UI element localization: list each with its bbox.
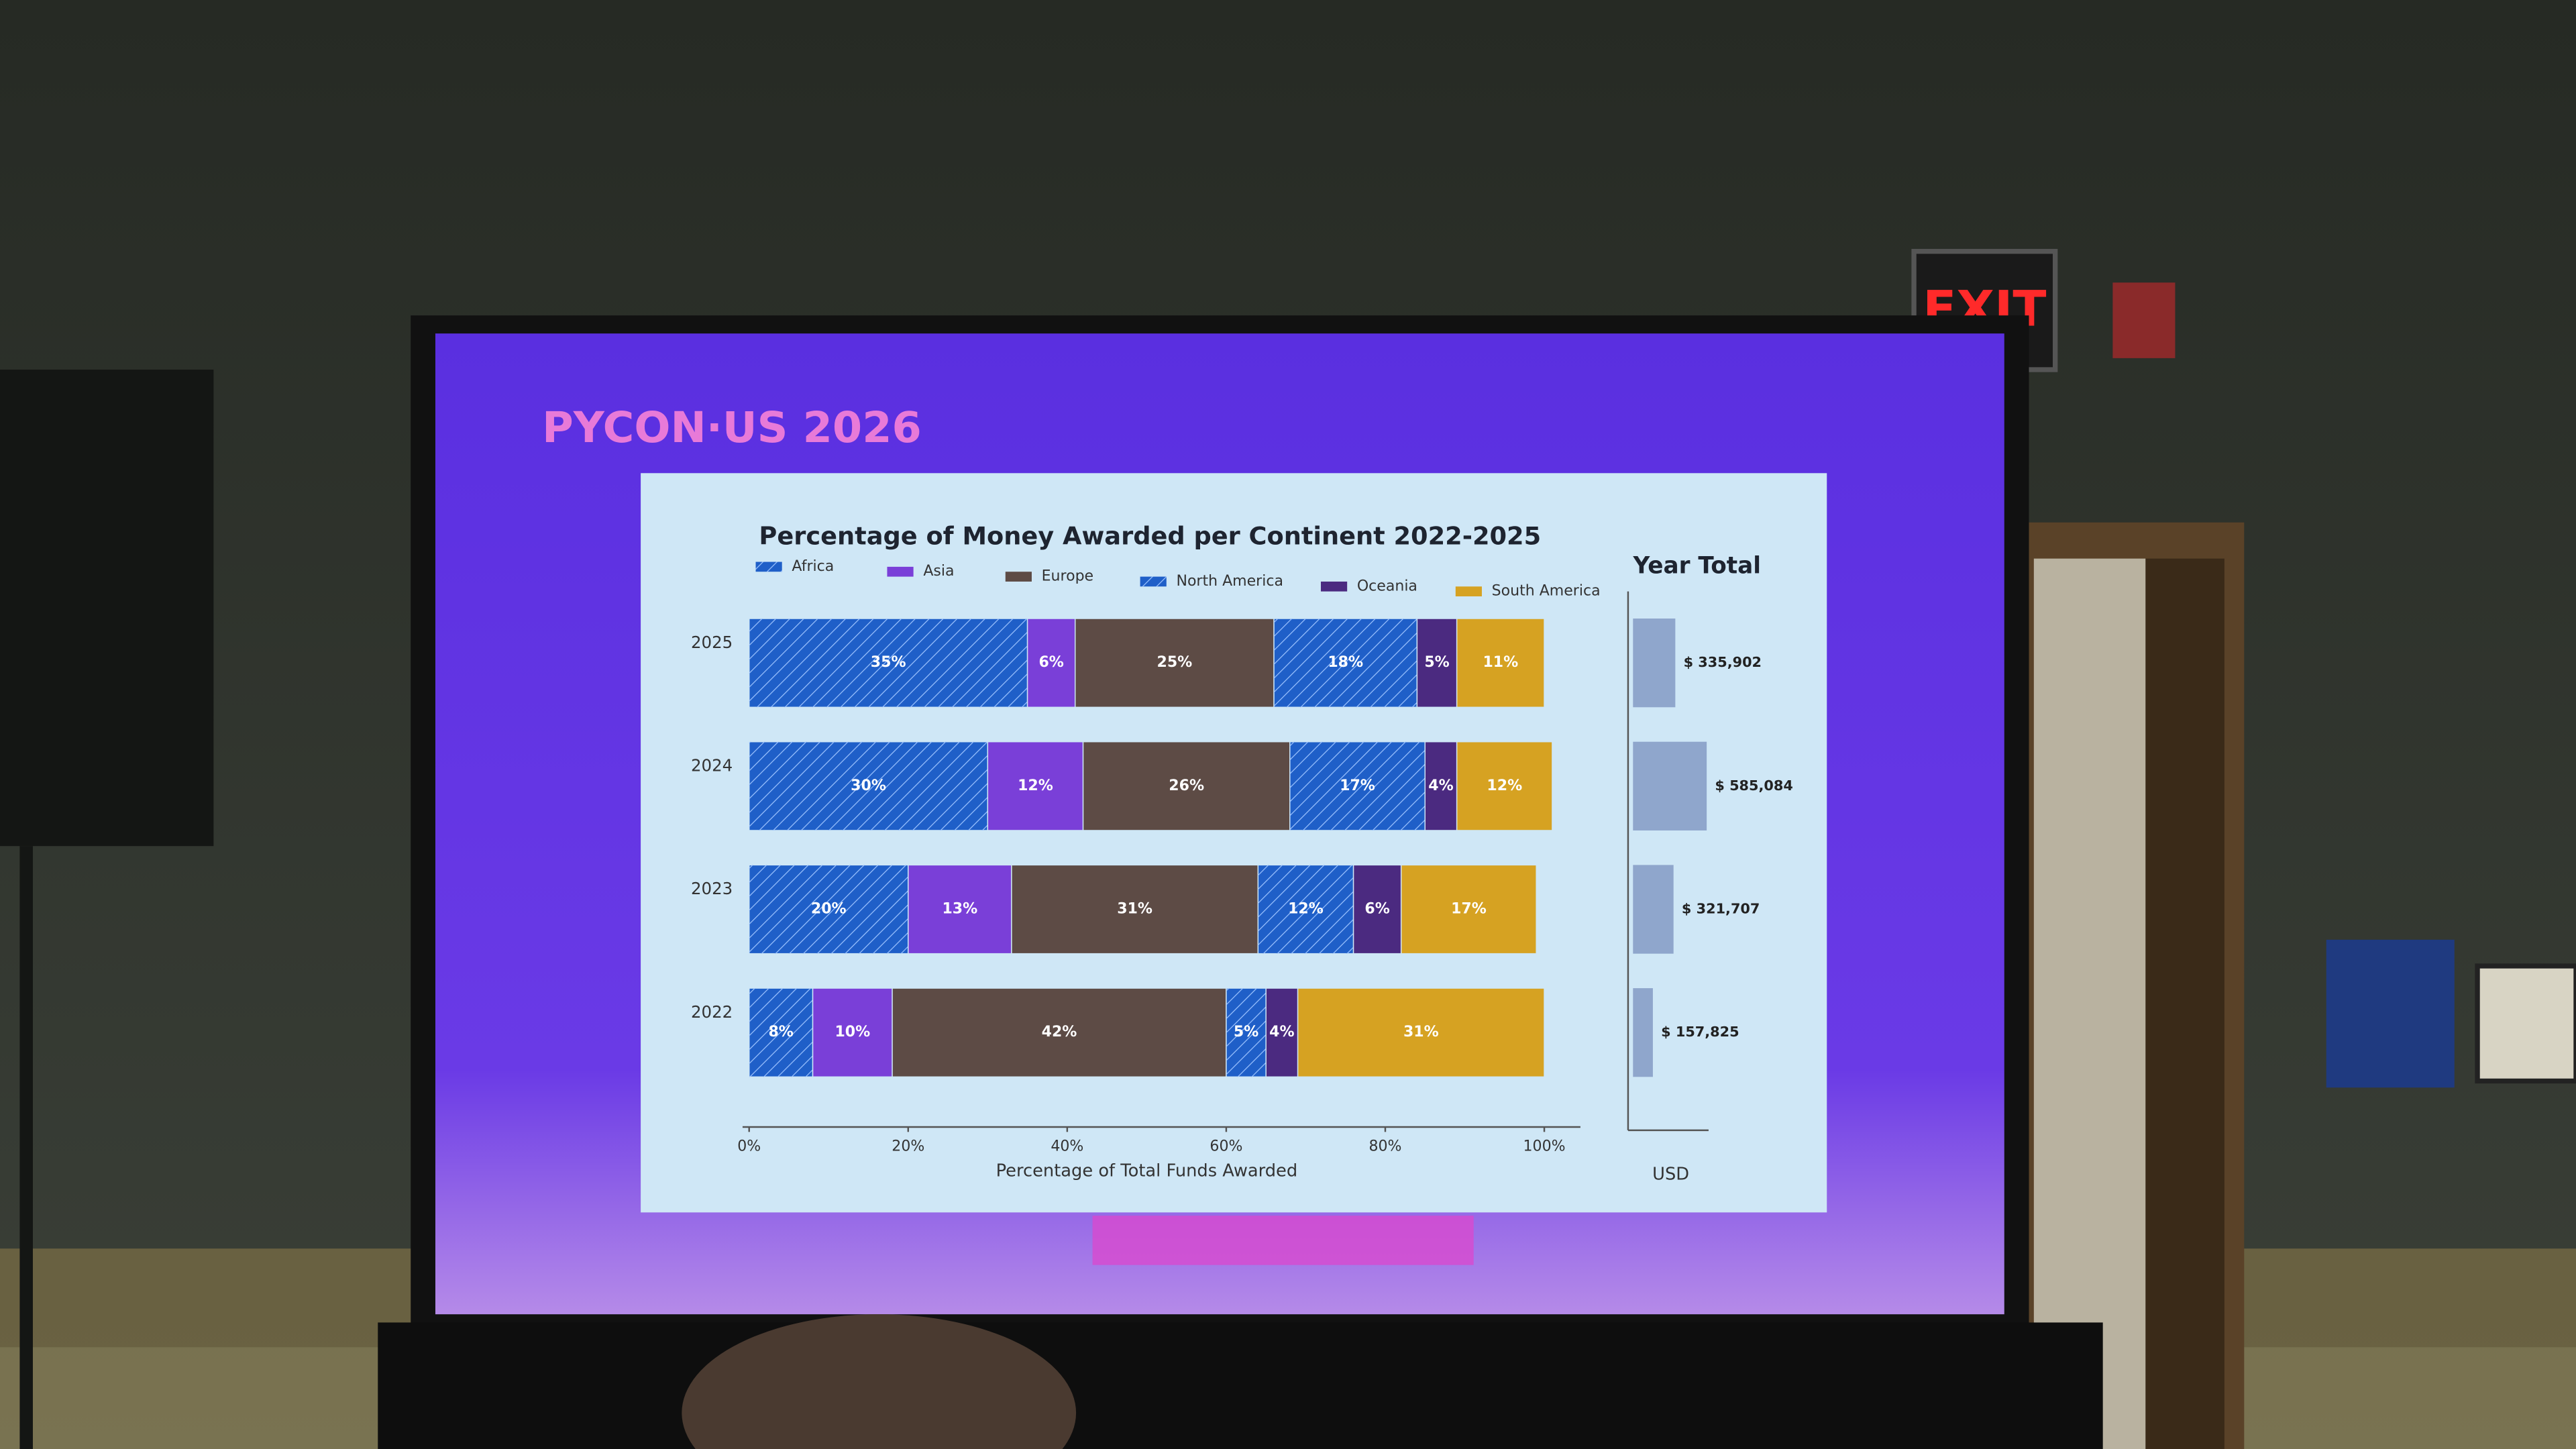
bar-hatch	[1226, 988, 1267, 1077]
value-label: 6%	[1364, 901, 1389, 918]
y-tick-label: 2025	[691, 633, 733, 652]
chart-panel	[641, 473, 1827, 1213]
value-label: 30%	[851, 777, 886, 794]
value-label: 6%	[1038, 654, 1063, 671]
value-label: $ 321,707	[1682, 901, 1760, 917]
speaker	[0, 370, 214, 847]
bar-segment	[1416, 618, 1458, 708]
value-label: 8%	[768, 1024, 793, 1040]
door	[2145, 558, 2224, 1449]
slide-decoration	[1092, 1216, 1474, 1265]
door-opening	[2033, 558, 2146, 1449]
speaker-stand	[19, 846, 33, 1449]
value-label: 12%	[1487, 777, 1522, 794]
value-label: 18%	[1328, 654, 1363, 671]
bar	[1633, 741, 1707, 830]
value-label: 20%	[811, 901, 847, 918]
bar-segment	[1026, 618, 1076, 708]
value-label: 5%	[1234, 1024, 1258, 1040]
legend-hatch	[1140, 576, 1167, 587]
bar-hatch	[749, 988, 813, 1077]
bar-segment	[1456, 741, 1553, 831]
bar-hatch	[1274, 619, 1417, 708]
chart-title: Percentage of Money Awarded per Continen…	[759, 521, 1541, 550]
value-label: 35%	[871, 654, 906, 671]
value-label: 17%	[1340, 777, 1375, 794]
legend-label: Oceania	[1357, 578, 1417, 594]
bar-hatch	[749, 619, 1028, 708]
bar-segment	[892, 987, 1227, 1078]
room-sign	[2326, 939, 2455, 1088]
value-label: 42%	[1042, 1024, 1077, 1040]
bar-segment	[1297, 987, 1545, 1078]
bar-segment	[1265, 987, 1299, 1078]
x-axis-label: USD	[1652, 1165, 1689, 1185]
legend-label: Asia	[923, 563, 954, 580]
value-label: $ 157,825	[1661, 1024, 1739, 1040]
value-label: 4%	[1269, 1024, 1294, 1040]
legend-swatch	[887, 566, 914, 577]
x-tick-label: 80%	[1368, 1138, 1401, 1155]
slide-logo: PYCON·US 2026	[542, 403, 922, 453]
bar	[1633, 865, 1674, 954]
x-tick-label: 60%	[1210, 1138, 1242, 1155]
bar	[1633, 619, 1676, 708]
x-axis-label: Percentage of Total Funds Awarded	[996, 1161, 1298, 1181]
value-label: 12%	[1288, 901, 1324, 918]
value-label: 5%	[1424, 654, 1449, 671]
bar-segment	[812, 987, 893, 1078]
bar-segment	[1074, 618, 1275, 708]
y-tick-label: 2024	[691, 755, 733, 775]
bar-hatch	[749, 865, 908, 954]
value-label: 10%	[835, 1024, 870, 1040]
audience-head	[682, 1314, 1076, 1449]
value-label: 13%	[942, 901, 977, 918]
bar-segment	[1400, 864, 1537, 955]
value-label: 26%	[1169, 777, 1204, 794]
legend-label: Africa	[792, 558, 834, 575]
legend-swatch	[1320, 581, 1348, 592]
value-label: 31%	[1117, 901, 1152, 918]
bar-segment	[1352, 864, 1402, 955]
bar	[1633, 988, 1653, 1077]
x-tick-label: 0%	[737, 1138, 761, 1155]
y-tick-label: 2023	[691, 879, 733, 898]
legend-swatch	[1455, 586, 1482, 596]
value-label: 31%	[1403, 1024, 1439, 1040]
bar-hatch	[1258, 865, 1354, 954]
bar-hatch	[1289, 741, 1426, 830]
value-label: 25%	[1157, 654, 1193, 671]
value-label: $ 335,902	[1684, 654, 1762, 670]
value-label: 11%	[1483, 654, 1518, 671]
bar-segment	[908, 864, 1012, 955]
x-tick-label: 40%	[1051, 1138, 1083, 1155]
stage-skirt	[378, 1322, 2103, 1449]
charts: Percentage of Money Awarded per Continen…	[691, 521, 1793, 1184]
bar-hatch	[749, 741, 988, 830]
bar-segment	[1011, 864, 1259, 955]
bar-segment	[1424, 741, 1458, 831]
legend-hatch	[755, 561, 782, 572]
bar-segment	[987, 741, 1084, 831]
legend-label: South America	[1492, 583, 1601, 600]
legend-swatch	[1005, 572, 1032, 582]
value-label: 12%	[1018, 777, 1053, 794]
alarm	[2112, 282, 2176, 358]
value-label: 4%	[1428, 777, 1453, 794]
x-tick-label: 100%	[1523, 1138, 1566, 1155]
legend-label: North America	[1176, 573, 1283, 590]
bar-segment	[1456, 618, 1545, 708]
chart-title: Year Total	[1633, 552, 1761, 579]
legend-label: Europe	[1042, 568, 1093, 585]
value-label: 17%	[1451, 901, 1487, 918]
frame	[2475, 963, 2576, 1084]
value-label: $ 585,084	[1715, 777, 1792, 794]
y-tick-label: 2022	[691, 1002, 733, 1022]
x-tick-label: 20%	[892, 1138, 924, 1155]
